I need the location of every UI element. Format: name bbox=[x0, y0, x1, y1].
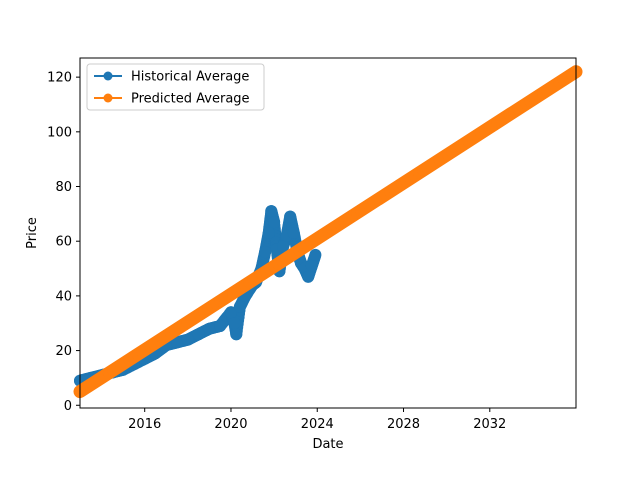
data-point bbox=[268, 216, 281, 229]
data-point bbox=[203, 322, 216, 335]
data-point bbox=[192, 328, 205, 341]
data-point bbox=[305, 259, 318, 272]
y-tick-label: 40 bbox=[55, 289, 72, 304]
data-point bbox=[259, 246, 272, 259]
data-point bbox=[287, 227, 300, 239]
data-point bbox=[233, 300, 246, 313]
series-layer bbox=[73, 65, 583, 399]
data-point bbox=[277, 240, 289, 253]
data-point bbox=[214, 320, 227, 332]
data-point bbox=[225, 306, 237, 319]
plot-frame bbox=[79, 57, 577, 409]
x-axis-ticks: 2016 2020 2024 2028 2032 bbox=[128, 408, 506, 432]
data-point bbox=[230, 328, 243, 341]
y-tick-label: 60 bbox=[55, 235, 72, 250]
legend-box bbox=[86, 63, 265, 111]
data-point bbox=[262, 227, 275, 239]
x-tick-label: 2032 bbox=[473, 417, 506, 432]
data-point bbox=[309, 248, 322, 261]
x-tick-label: 2020 bbox=[214, 417, 247, 432]
x-tick-label: 2024 bbox=[301, 417, 334, 432]
y-tick-label: 20 bbox=[55, 344, 72, 359]
x-tick-label: 2028 bbox=[387, 417, 420, 432]
legend-label: Predicted Average bbox=[131, 92, 250, 107]
y-tick-label: 100 bbox=[47, 125, 72, 140]
y-tick-label: 0 bbox=[64, 399, 72, 414]
y-axis-label: Price bbox=[25, 217, 40, 249]
legend: Historical Average Predicted Average bbox=[86, 63, 265, 111]
data-point bbox=[181, 333, 194, 346]
y-axis-ticks: 0 20 40 60 80 100 120 bbox=[47, 71, 80, 414]
legend-swatch-marker bbox=[103, 93, 113, 103]
x-axis-label: Date bbox=[312, 437, 343, 452]
data-point bbox=[228, 317, 241, 330]
legend-swatch-marker bbox=[103, 71, 113, 81]
legend-label: Historical Average bbox=[131, 70, 249, 85]
x-tick-label: 2016 bbox=[128, 417, 161, 432]
data-point bbox=[284, 210, 297, 223]
y-tick-label: 120 bbox=[47, 71, 72, 86]
data-point bbox=[302, 270, 315, 283]
data-point bbox=[171, 336, 183, 349]
y-tick-label: 80 bbox=[55, 180, 72, 195]
data-point bbox=[265, 205, 278, 218]
